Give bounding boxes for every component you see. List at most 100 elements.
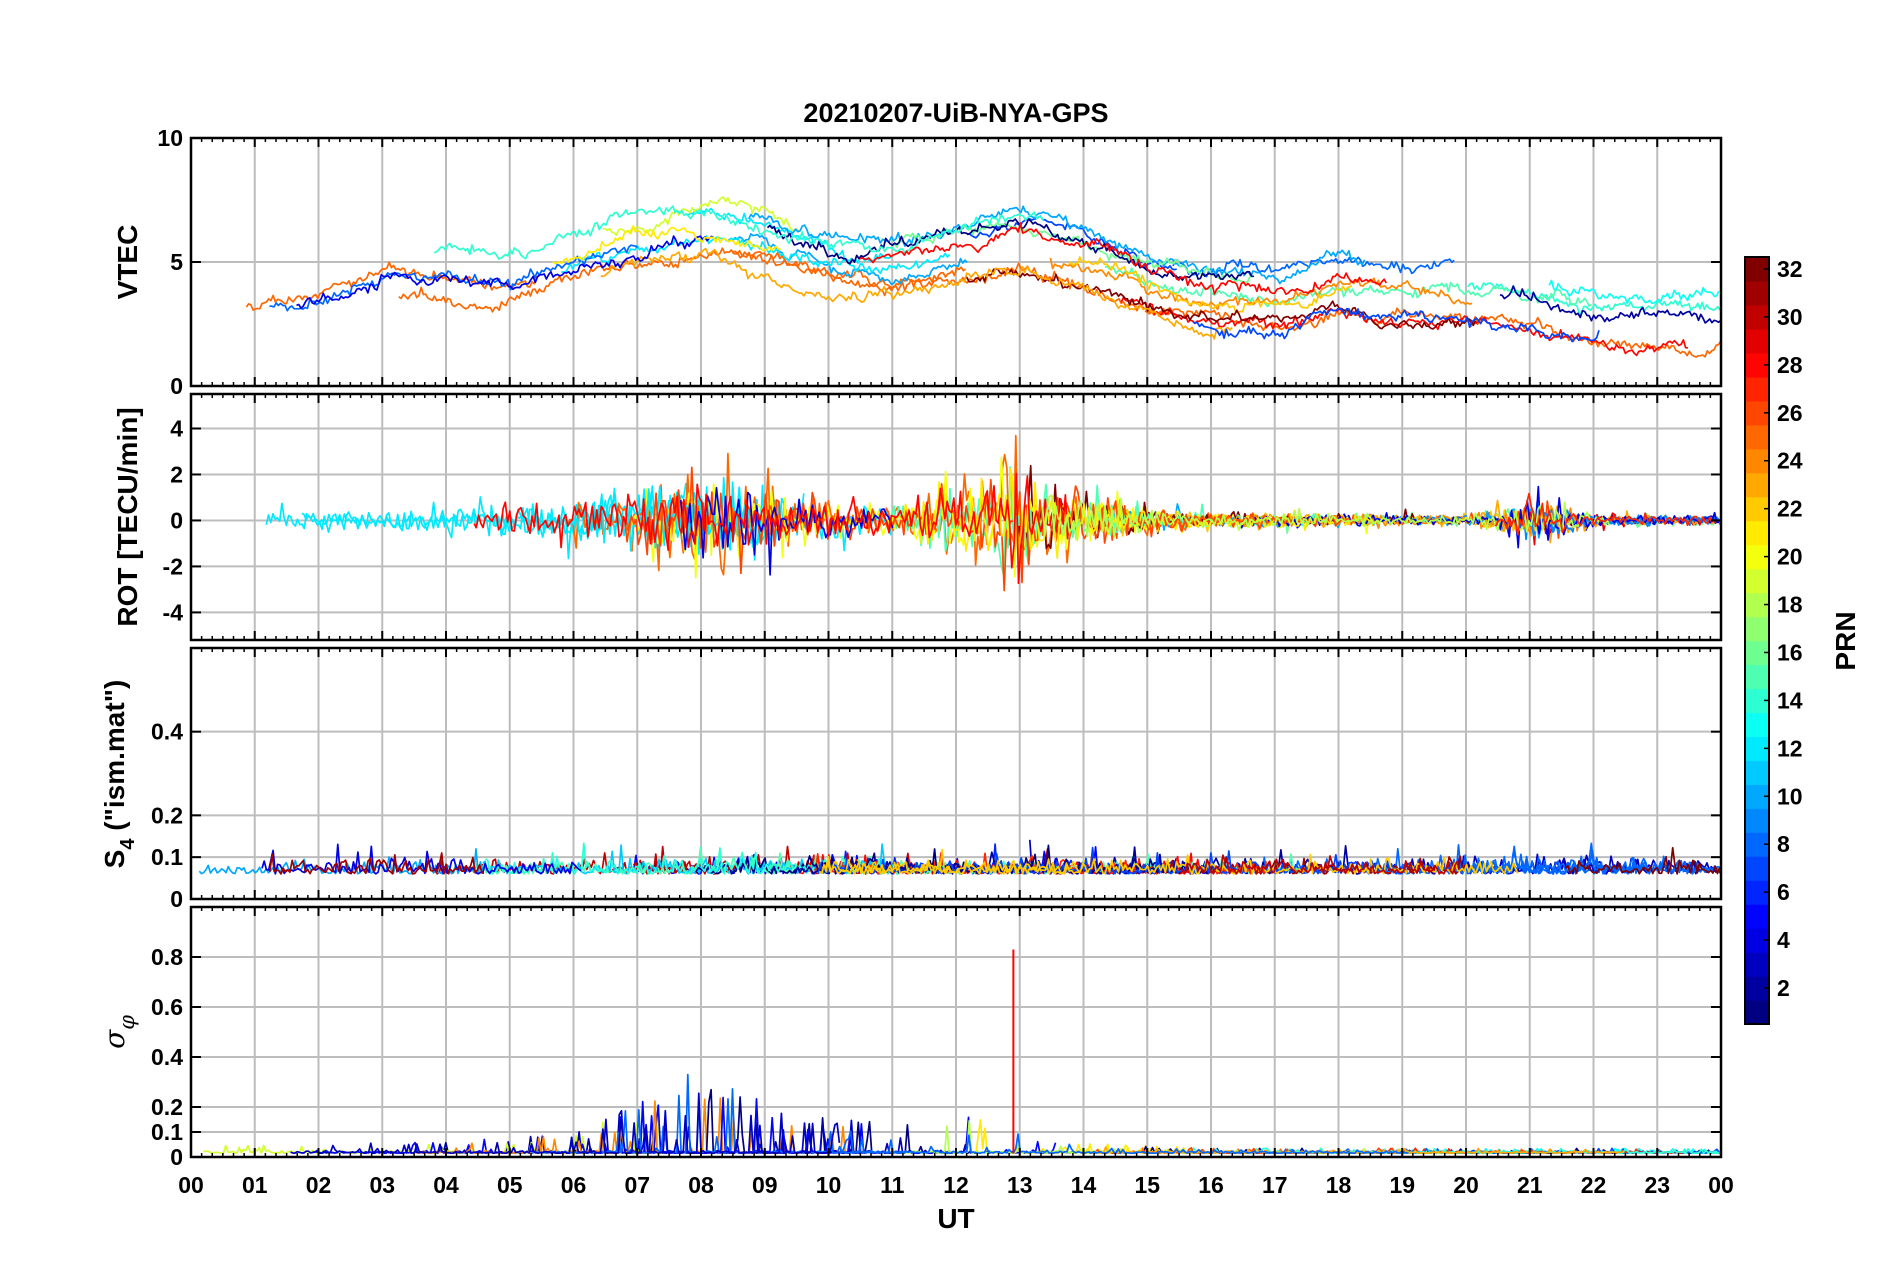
y-tick-label: 0.1	[151, 844, 183, 870]
colorbar-swatch	[1745, 376, 1769, 402]
rot-series-trace	[1041, 494, 1611, 541]
s4-series-trace	[824, 858, 1086, 875]
s4-series-trace	[268, 852, 485, 875]
vtec-series-trace	[296, 235, 715, 310]
colorbar-swatch	[1745, 616, 1769, 642]
y-tick-label: 0	[170, 507, 183, 533]
y-tick-label: -4	[163, 599, 184, 625]
rot-series-trace	[1494, 492, 1721, 536]
colorbar-swatch	[1745, 952, 1769, 977]
vtec-series-trace	[552, 225, 781, 265]
vtec-series-trace	[732, 249, 1178, 318]
rot-ticks: -4 -2 0 2 4	[163, 394, 1722, 640]
colorbar-swatch	[1745, 424, 1769, 450]
colorbar-swatch	[1745, 904, 1769, 929]
colorbar-swatch	[1745, 712, 1769, 737]
y-tick-label: 5	[170, 249, 183, 275]
colorbar-swatch	[1745, 472, 1769, 498]
colorbar-tick-label: 18	[1777, 592, 1803, 618]
x-tick-label: 08	[688, 1172, 714, 1198]
vtec-series	[245, 196, 1721, 358]
x-tick-label: 10	[816, 1172, 842, 1198]
x-tick-label: 05	[497, 1172, 523, 1198]
vtec-series-trace	[747, 205, 1366, 285]
s4-series-trace	[1179, 854, 1458, 875]
s4-ticks: 0 0.1 0.2 0.4	[151, 648, 1722, 912]
y-tick-label: -2	[163, 553, 183, 579]
y-tick-label: 0.8	[151, 944, 183, 970]
colorbar-tick-label: 20	[1777, 544, 1803, 570]
sigma_phi-series-trace	[839, 1133, 1409, 1155]
colorbar-tick-label: 28	[1777, 352, 1803, 378]
vtec-series-trace	[1120, 296, 1688, 357]
vtec-series-trace	[1104, 265, 1592, 308]
vtec-series-trace	[859, 222, 1388, 295]
x-tick-label: 06	[561, 1172, 587, 1198]
colorbar-swatch	[1745, 328, 1769, 354]
x-tick-label: 09	[752, 1172, 778, 1198]
x-tick-label: 01	[242, 1172, 268, 1198]
sigma_phi-series-trace	[969, 1119, 1216, 1155]
colorbar-label: PRN	[1830, 611, 1861, 670]
y-tick-label: 0	[170, 886, 183, 912]
colorbar-tick-label: 14	[1777, 687, 1803, 713]
x-tick-label: 11	[880, 1172, 905, 1198]
x-tick-label: 07	[624, 1172, 650, 1198]
colorbar-swatch	[1745, 568, 1769, 594]
vtec-ticks: 0 5 10	[157, 125, 1722, 399]
sigma-grid	[191, 907, 1721, 1157]
y-tick-label: 10	[157, 125, 183, 151]
y-tick-label: 0.6	[151, 994, 183, 1020]
rot-series-trace	[473, 472, 1071, 585]
colorbar-tick-label: 30	[1777, 304, 1803, 330]
x-tick-label: 17	[1262, 1172, 1288, 1198]
colorbar-swatch	[1745, 808, 1769, 833]
y-tick-label: 4	[170, 415, 183, 441]
y-tick-label: 0.4	[151, 719, 183, 745]
y-tick-label: 0	[170, 373, 183, 399]
vtec-ylabel: VTEC	[112, 225, 143, 300]
rot-series-trace	[679, 486, 894, 576]
panel-s4: 0 0.1 0.2 0.4 S4 ("ism.mat")	[99, 646, 1723, 912]
colorbar-tick-label: 26	[1777, 400, 1803, 426]
colorbar-tick-label: 8	[1777, 831, 1790, 857]
colorbar-tick-label: 6	[1777, 879, 1790, 905]
colorbar-tick-label: 22	[1777, 496, 1803, 522]
s4-series-trace	[818, 848, 1519, 875]
sigma_phi-series-trace	[203, 1116, 668, 1155]
colorbar-tick-label: 12	[1777, 735, 1803, 761]
rot-ylabel: ROT [TECU/min]	[112, 407, 143, 626]
colorbar-swatch	[1745, 520, 1769, 546]
vtec-series-trace	[728, 233, 968, 286]
rot-series	[265, 434, 1721, 592]
vtec-series-trace	[686, 207, 893, 264]
y-tick-label: 0.2	[151, 802, 183, 828]
colorbar-tick-label: 24	[1777, 448, 1803, 474]
vtec-series-trace	[602, 196, 801, 237]
rot-series-trace	[496, 484, 768, 560]
panel-vtec: 0 5 10 VTEC	[112, 125, 1723, 399]
panel-sigma-phi: 00.10.2 0.4 0.6 0.8 σφ	[98, 905, 1723, 1170]
colorbar-tick-label: 2	[1777, 975, 1790, 1001]
colorbar-swatch	[1745, 760, 1769, 785]
colorbar-swatch	[1745, 1000, 1769, 1025]
x-tick-label: 00	[178, 1172, 204, 1198]
x-tick-label: 23	[1644, 1172, 1670, 1198]
x-tick-label: 22	[1581, 1172, 1607, 1198]
x-tick-label: 00	[1708, 1172, 1734, 1198]
x-tick-label: 19	[1389, 1172, 1415, 1198]
sigma-ticks: 00.10.2 0.4 0.6 0.8	[151, 907, 1722, 1170]
x-tick-label: 16	[1198, 1172, 1224, 1198]
x-tick-label: 03	[369, 1172, 395, 1198]
vtec-series-trace	[1192, 307, 1600, 343]
vtec-series-trace	[245, 261, 539, 311]
y-tick-label: 2	[170, 461, 183, 487]
colorbar-tick-label: 32	[1777, 256, 1803, 282]
x-tick-label: 21	[1517, 1172, 1543, 1198]
x-tick-label: 02	[306, 1172, 332, 1198]
x-tick-label: 14	[1071, 1172, 1097, 1198]
colorbar-swatches	[1745, 257, 1769, 1025]
colorbar-tick-label: 16	[1777, 639, 1803, 665]
